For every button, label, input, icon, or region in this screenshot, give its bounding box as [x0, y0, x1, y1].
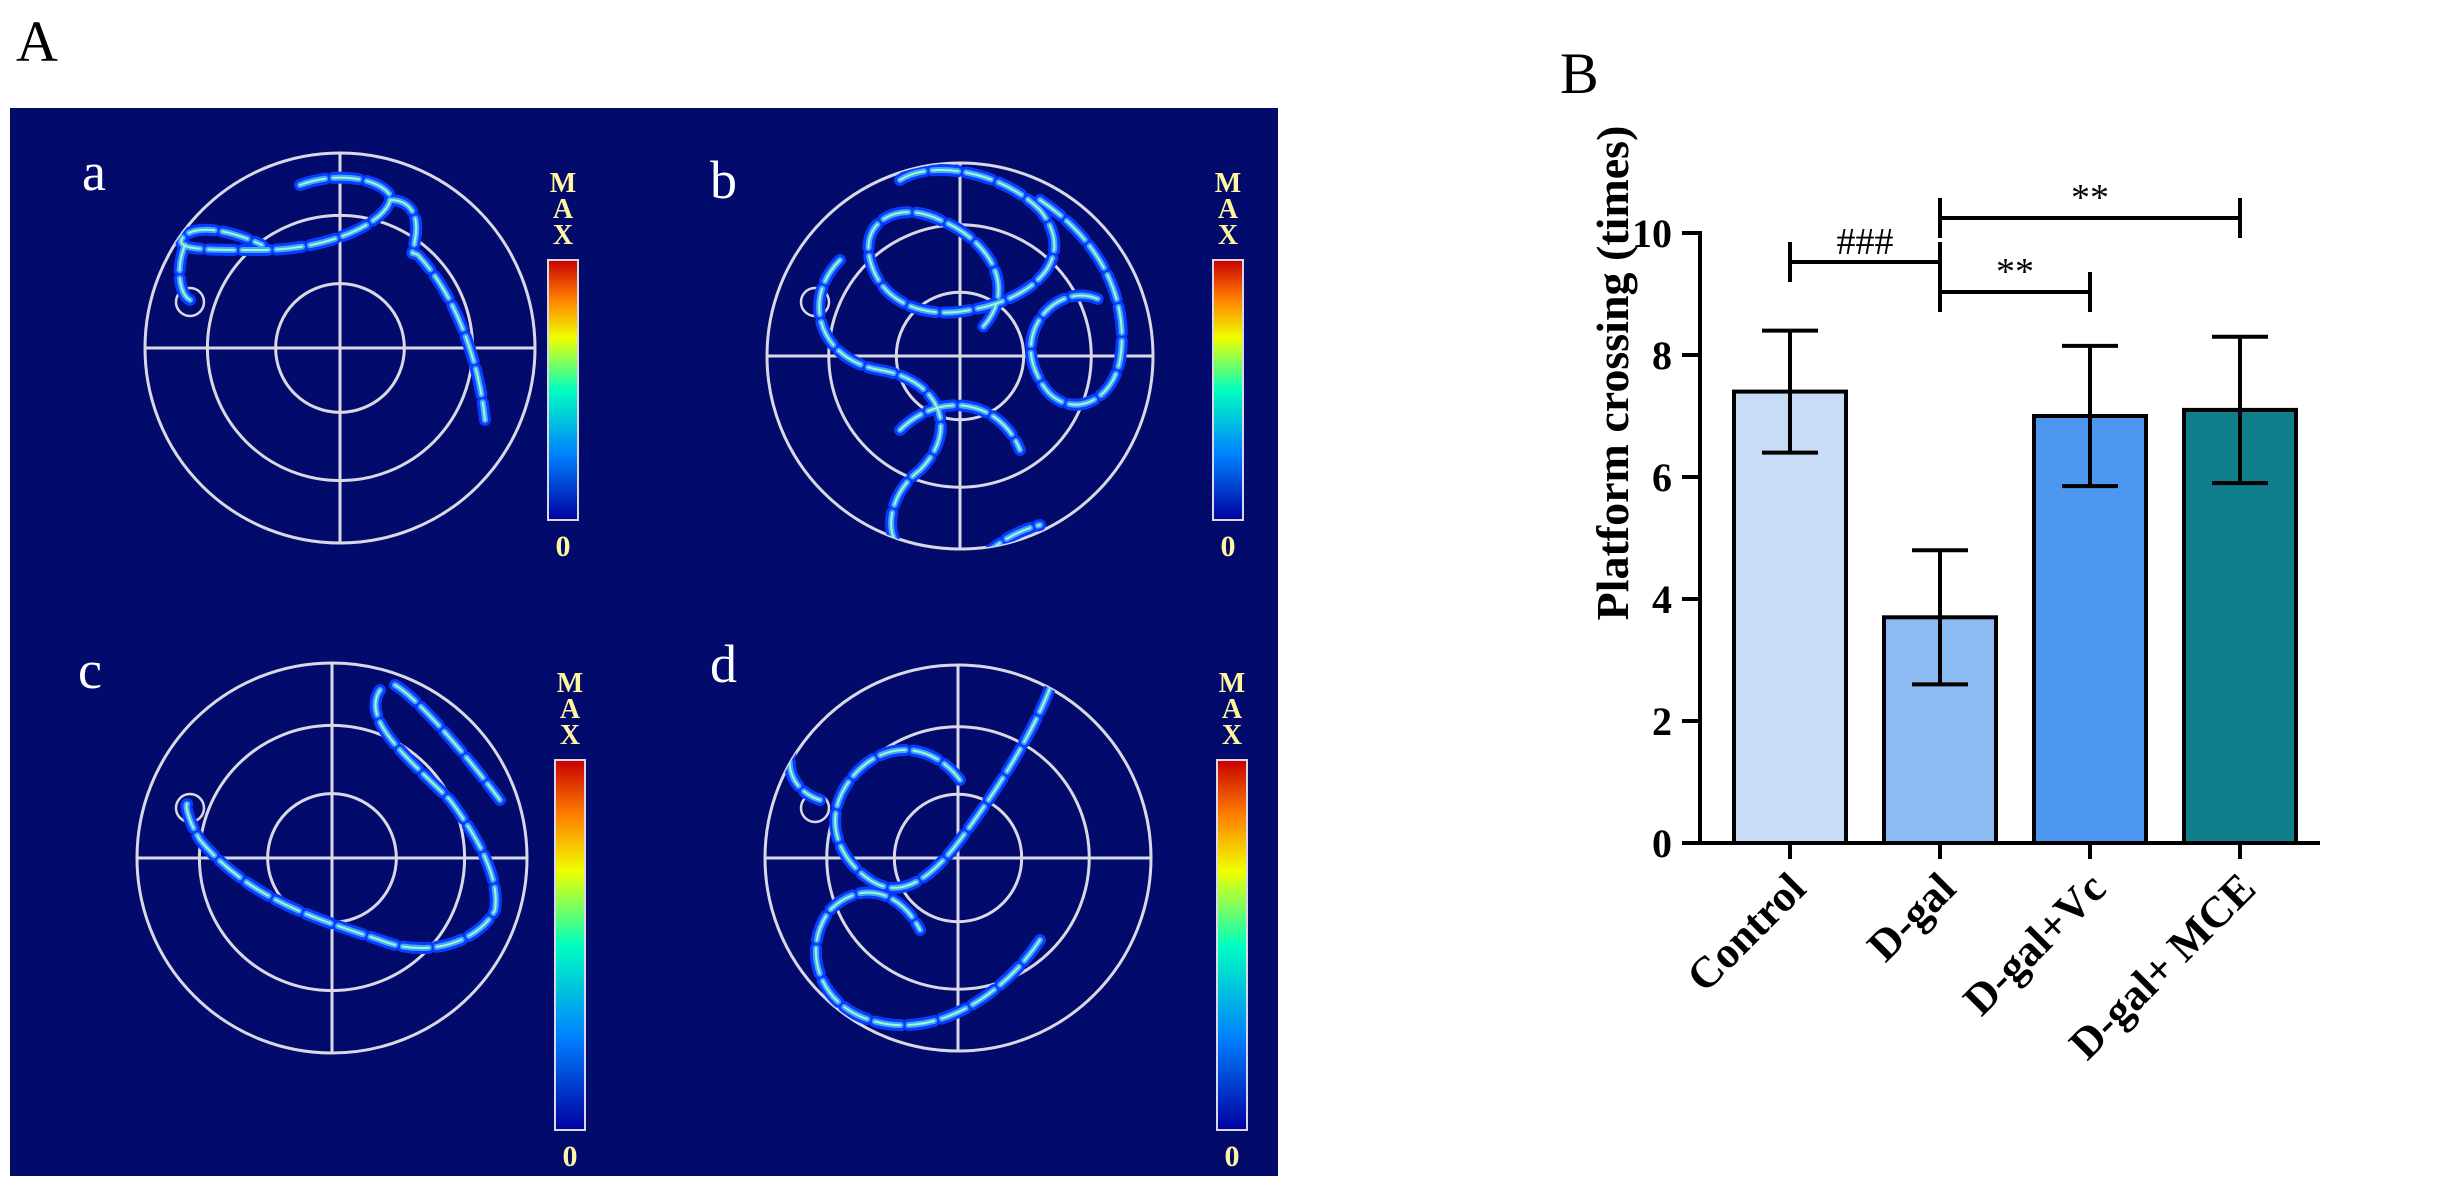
swim-track — [813, 164, 1128, 549]
track-map-b: b MAX 0 — [710, 150, 1244, 563]
x-tick-label-1: D-gal — [1858, 863, 1965, 970]
y-tick-label: 2 — [1652, 699, 1672, 744]
y-tick-label: 6 — [1652, 455, 1672, 500]
x-tick-label-0: Control — [1677, 863, 1815, 1001]
swim-track-highlight — [185, 684, 501, 949]
bar-0 — [1732, 389, 1848, 845]
scale-max-letter: X — [1218, 220, 1238, 251]
subpanel-label-d: d — [710, 634, 737, 694]
panel-a-label: A — [16, 9, 58, 74]
swim-track-highlight — [178, 176, 486, 421]
y-tick-label: 0 — [1652, 821, 1672, 866]
significance-label: ** — [1996, 251, 2034, 293]
scale-max-letter: X — [1222, 720, 1242, 751]
scale-max-letter: A — [553, 194, 574, 225]
y-tick-label: 4 — [1652, 577, 1672, 622]
heat-color-scale — [1216, 759, 1248, 1131]
scale-max-letter: M — [557, 668, 583, 699]
track-map-c: c MAX 0 — [78, 640, 586, 1173]
track-map-background-c — [10, 628, 660, 1176]
track-map-background-b — [660, 108, 1278, 628]
scale-max-letter: X — [560, 720, 580, 751]
swim-track-highlight — [818, 169, 1123, 549]
scale-min-label: 0 — [1221, 530, 1236, 563]
track-map-a: a MAX 0 — [82, 142, 579, 563]
scale-max-letter: M — [550, 168, 576, 199]
heat-color-scale — [547, 259, 579, 521]
panel-b-label: B — [1560, 41, 1599, 106]
scale-max-letter: A — [1222, 694, 1243, 725]
heat-color-scale — [1212, 259, 1244, 521]
scale-min-label: 0 — [1225, 1140, 1240, 1173]
scale-max-letter: M — [1219, 668, 1245, 699]
y-axis-title: Platform crossing (times) — [1587, 126, 1638, 621]
swim-track — [180, 679, 506, 954]
track-map-d: d MAX 0 — [710, 634, 1248, 1173]
x-tick-label-2: D-gal+Vc — [1954, 863, 2115, 1024]
subpanel-label-b: b — [710, 150, 737, 210]
significance-label: ### — [1837, 221, 1894, 263]
track-map-background-d — [660, 628, 1278, 1176]
subpanel-label-a: a — [82, 142, 106, 202]
y-tick-label: 10 — [1632, 211, 1672, 256]
scale-max-letter: A — [560, 694, 581, 725]
scale-min-label: 0 — [556, 530, 571, 563]
scale-max-letter: X — [553, 220, 573, 251]
swim-track — [173, 171, 491, 426]
scale-max-letter: A — [1218, 194, 1239, 225]
y-tick-label: 8 — [1652, 333, 1672, 378]
scale-min-label: 0 — [563, 1140, 578, 1173]
heat-color-scale — [554, 759, 586, 1131]
scale-max-letter: M — [1215, 168, 1241, 199]
platform-marker — [174, 286, 206, 318]
significance-label: ** — [2071, 177, 2109, 219]
subpanel-label-c: c — [78, 640, 102, 700]
